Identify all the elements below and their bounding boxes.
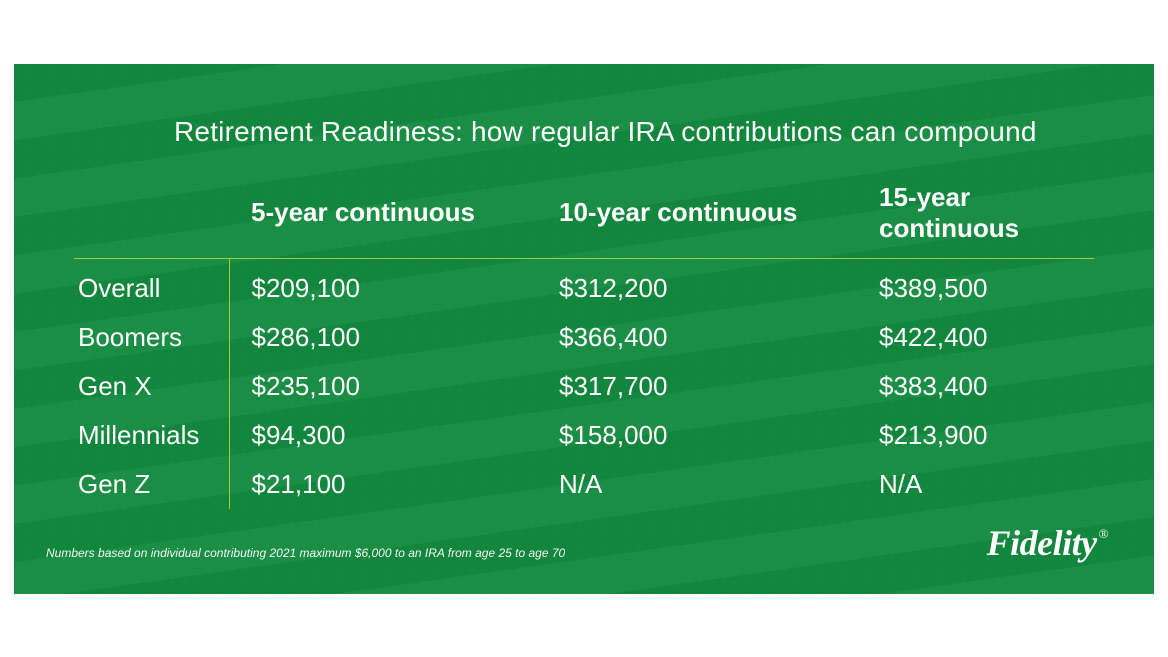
cell: N/A: [869, 460, 1094, 509]
col-header-5yr: 5-year continuous: [229, 182, 549, 259]
row-label: Boomers: [74, 313, 229, 362]
row-label: Overall: [74, 258, 229, 313]
cell: $209,100: [229, 258, 549, 313]
registered-mark: ®: [1099, 526, 1108, 542]
table-row: Gen Z $21,100 N/A N/A: [74, 460, 1094, 509]
title-sep: :: [455, 116, 471, 147]
table-row: Boomers $286,100 $366,400 $422,400: [74, 313, 1094, 362]
cell: $389,500: [869, 258, 1094, 313]
slide-title: Retirement Readiness: how regular IRA co…: [174, 116, 1094, 148]
infographic-slide: Retirement Readiness: how regular IRA co…: [14, 64, 1154, 594]
readiness-table: 5-year continuous 10-year continuous 15-…: [74, 182, 1094, 509]
cell: $94,300: [229, 411, 549, 460]
cell: $317,700: [549, 362, 869, 411]
row-label: Gen Z: [74, 460, 229, 509]
table-row: Gen X $235,100 $317,700 $383,400: [74, 362, 1094, 411]
col-header-10yr: 10-year continuous: [549, 182, 869, 259]
cell: $213,900: [869, 411, 1094, 460]
cell: $21,100: [229, 460, 549, 509]
cell: $286,100: [229, 313, 549, 362]
col-header-15yr: 15-year continuous: [869, 182, 1094, 259]
table-row: Millennials $94,300 $158,000 $213,900: [74, 411, 1094, 460]
table-header-row: 5-year continuous 10-year continuous 15-…: [74, 182, 1094, 259]
cell: $312,200: [549, 258, 869, 313]
fidelity-logo: Fidelity®: [987, 522, 1108, 564]
cell: $422,400: [869, 313, 1094, 362]
cell: $158,000: [549, 411, 869, 460]
title-rest: how regular IRA contributions can compou…: [471, 116, 1037, 147]
logo-text: Fidelity: [987, 522, 1097, 564]
row-label: Gen X: [74, 362, 229, 411]
table-row: Overall $209,100 $312,200 $389,500: [74, 258, 1094, 313]
row-label: Millennials: [74, 411, 229, 460]
cell: N/A: [549, 460, 869, 509]
table-corner-cell: [74, 182, 229, 259]
title-bold: Retirement Readiness: [174, 116, 455, 147]
cell: $366,400: [549, 313, 869, 362]
cell: $235,100: [229, 362, 549, 411]
footnote-text: Numbers based on individual contributing…: [46, 546, 565, 560]
cell: $383,400: [869, 362, 1094, 411]
